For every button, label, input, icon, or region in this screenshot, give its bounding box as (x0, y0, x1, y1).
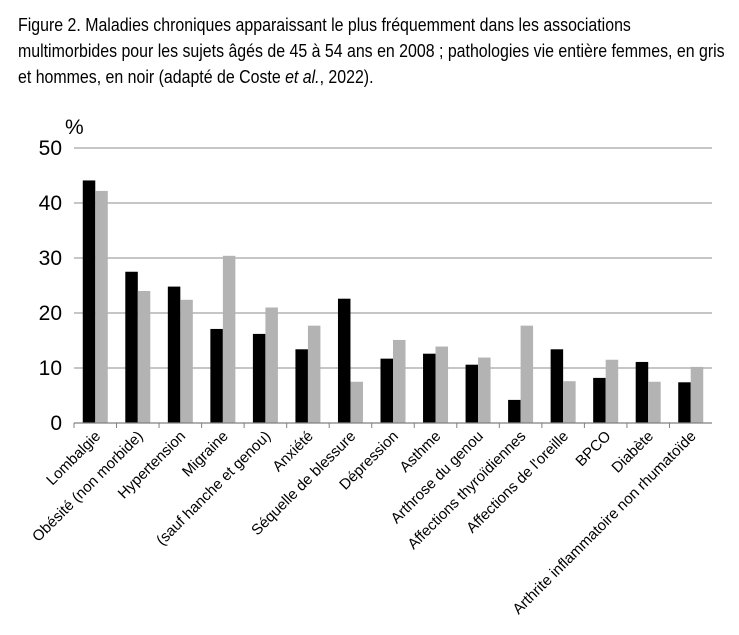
y-tick-label: 0 (50, 412, 62, 435)
y-tick-labels: 0 10 20 30 40 50 (39, 137, 62, 435)
bar (350, 381, 363, 423)
bar (393, 339, 406, 423)
y-tick-label: 40 (39, 192, 62, 215)
bar (690, 366, 704, 423)
bar (167, 286, 181, 423)
bar (210, 328, 223, 423)
bar (295, 349, 308, 423)
caption-italic: et al. (285, 66, 320, 87)
bar (137, 291, 151, 423)
bar (508, 399, 521, 423)
bar (478, 357, 491, 423)
bar (222, 255, 236, 423)
bar (635, 361, 649, 423)
bar (648, 381, 661, 423)
y-tick-label: 30 (39, 247, 62, 270)
bar (563, 381, 576, 423)
bar (678, 382, 691, 423)
figure-caption: Figure 2. Maladies chroniques apparaissa… (18, 12, 730, 90)
bar (95, 190, 108, 423)
bar (265, 307, 278, 423)
bar (125, 271, 138, 423)
bar (82, 180, 96, 423)
bar (252, 333, 266, 423)
bar (520, 325, 534, 423)
bar (380, 358, 393, 423)
bar (435, 346, 449, 423)
bar (605, 359, 619, 423)
bar (180, 299, 193, 423)
bar (593, 377, 606, 423)
y-tick-label: 20 (39, 302, 62, 325)
caption-text-1: Figure 2. Maladies chroniques apparaissa… (18, 14, 725, 87)
bar (423, 353, 436, 423)
y-axis-label: % (65, 116, 84, 139)
bar (337, 298, 351, 423)
bar (307, 325, 321, 423)
bars (73, 180, 704, 428)
bar (550, 349, 564, 423)
y-tick-label: 50 (39, 137, 62, 160)
bar (465, 364, 479, 423)
caption-text-2: , 2022). (319, 66, 374, 87)
y-tick-label: 10 (39, 357, 62, 380)
